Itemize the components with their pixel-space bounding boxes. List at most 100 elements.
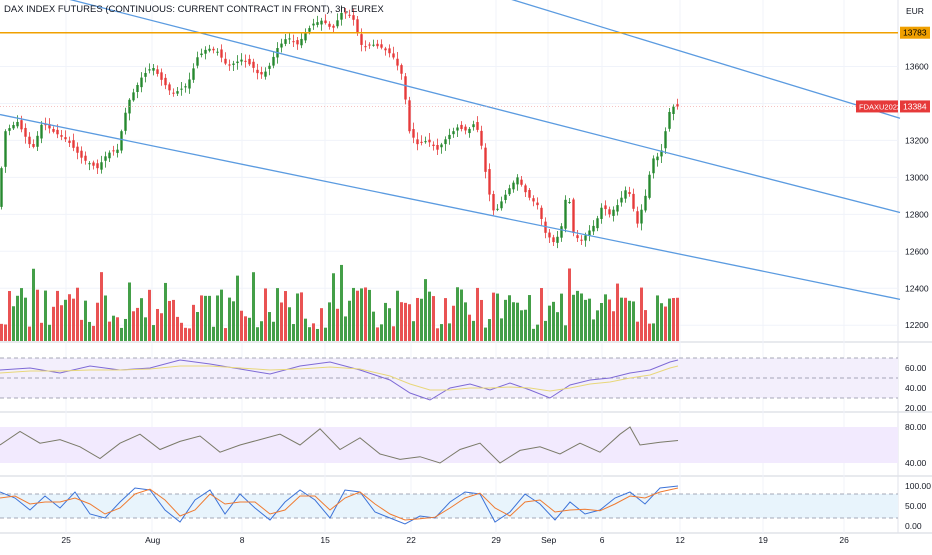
volume-bar <box>424 279 427 341</box>
volume-bar <box>64 299 67 341</box>
volume-bar <box>476 287 479 341</box>
time-axis-label: Sep <box>541 535 556 545</box>
volume-bar <box>624 297 627 341</box>
candle-body <box>368 44 371 46</box>
volume-bar <box>376 327 379 341</box>
volume-bar <box>132 311 135 341</box>
candle-body <box>480 130 483 146</box>
candle-body <box>348 14 351 16</box>
volume-bar <box>172 299 175 341</box>
candle-body <box>296 40 299 45</box>
volume-bar <box>640 287 643 341</box>
volume-bar <box>360 288 363 341</box>
candle-body <box>564 199 567 229</box>
candle-body <box>588 230 591 236</box>
candle-body <box>512 182 515 190</box>
candle-body <box>356 19 359 33</box>
volume-bar <box>528 295 531 341</box>
candle-body <box>440 144 443 148</box>
candle-body <box>580 239 583 241</box>
candle-body <box>460 124 463 129</box>
candle-body <box>344 12 347 14</box>
candle-body <box>44 124 47 126</box>
candle-body <box>400 65 403 74</box>
volume-bar <box>668 298 671 341</box>
volume-bar <box>432 296 435 341</box>
volume-bar <box>336 308 339 341</box>
candle-body <box>548 232 551 238</box>
volume-bar <box>512 302 515 341</box>
volume-bar <box>448 323 451 341</box>
candle-body <box>328 23 331 27</box>
volume-bar <box>200 295 203 341</box>
candle-body <box>516 177 519 185</box>
candle-body <box>240 59 243 62</box>
candle-body <box>388 48 391 54</box>
candle-body <box>204 49 207 54</box>
candle-body <box>68 140 71 143</box>
candle-body <box>268 65 271 69</box>
chart-title: DAX INDEX FUTURES (CONTINUOUS: CURRENT C… <box>4 4 384 15</box>
candle-body <box>600 207 603 219</box>
candle-body <box>216 51 219 53</box>
volume-bar <box>568 268 571 341</box>
candle-body <box>556 236 559 243</box>
volume-bar <box>176 316 179 341</box>
candle-body <box>156 69 159 74</box>
volume-bar <box>284 291 287 341</box>
candle-body <box>676 104 679 107</box>
volume-bar <box>216 295 219 341</box>
volume-bar <box>392 326 395 341</box>
volume-bar <box>416 297 419 341</box>
candle-body <box>508 188 511 195</box>
candle-body <box>444 139 447 145</box>
candle-body <box>72 140 75 148</box>
oscillator-tick-label: 40.00 <box>905 458 927 468</box>
candle-body <box>572 199 575 233</box>
candle-body <box>648 174 651 198</box>
volume-bar <box>396 290 399 341</box>
candle-body <box>592 225 595 232</box>
volume-bar <box>408 304 411 341</box>
volume-bar <box>68 294 71 341</box>
volume-bar <box>232 301 235 341</box>
candle-body <box>448 134 451 140</box>
volume-bar <box>20 288 23 341</box>
candle-body <box>164 77 167 86</box>
time-axis-label: 19 <box>758 535 768 545</box>
volume-bar <box>460 289 463 341</box>
volume-bar <box>632 301 635 341</box>
volume-bar <box>108 321 111 341</box>
volume-bar <box>620 297 623 341</box>
volume-bar <box>212 326 215 341</box>
volume-bar <box>84 300 87 341</box>
volume-bar <box>580 293 583 341</box>
candle-body <box>640 209 643 224</box>
volume-bar <box>544 320 547 341</box>
volume-bar <box>496 293 499 341</box>
volume-bar <box>240 310 243 341</box>
candle-body <box>100 162 103 170</box>
volume-bar <box>300 292 303 341</box>
volume-bar <box>296 293 299 341</box>
volume-bar <box>8 291 11 341</box>
candle-body <box>280 43 283 48</box>
candle-body <box>372 44 375 46</box>
volume-bar <box>24 297 27 341</box>
series-name-badge <box>856 100 898 113</box>
candle-body <box>552 237 555 243</box>
candle-body <box>468 128 471 134</box>
stochastic-series-line <box>0 487 679 521</box>
candle-body <box>132 92 135 101</box>
candle-body <box>228 64 231 66</box>
oscillator-series-line <box>0 426 679 464</box>
candle-body <box>616 205 619 212</box>
candle-body <box>36 135 39 147</box>
volume-bar <box>56 290 59 341</box>
candle-body <box>380 44 383 48</box>
volume-bar <box>192 304 195 341</box>
volume-bar <box>116 317 119 341</box>
volume-bar <box>444 298 447 341</box>
candle-body <box>264 71 267 77</box>
